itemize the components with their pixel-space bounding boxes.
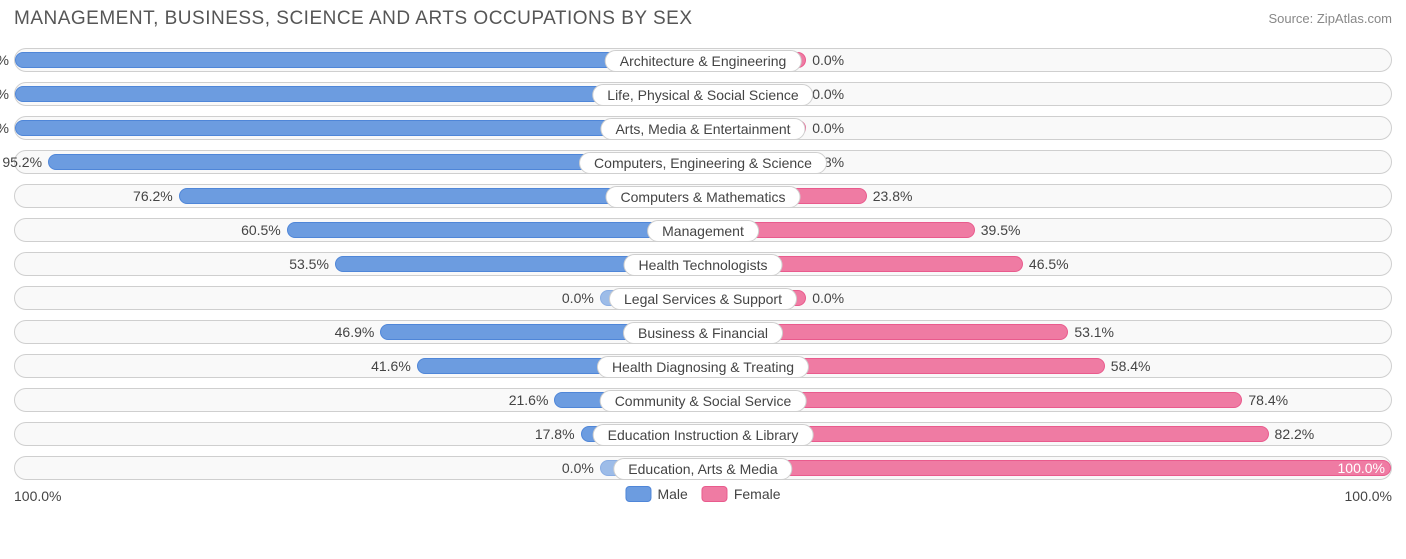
chart-row: 0.0% 0.0% Legal Services & Support [14, 286, 1392, 310]
female-pct-label: 53.1% [1074, 324, 1114, 340]
category-label: Health Technologists [624, 254, 783, 276]
category-label: Architecture & Engineering [605, 50, 802, 72]
female-pct-label: 39.5% [981, 222, 1021, 238]
female-pct-label: 23.8% [873, 188, 913, 204]
chart-footer: 100.0% 100.0% Male Female [14, 486, 1392, 512]
female-pct-label: 58.4% [1111, 358, 1151, 374]
chart-row: 0.0% 100.0% Education, Arts & Media [14, 456, 1392, 480]
male-pct-label: 76.2% [133, 188, 173, 204]
male-pct-label: 100.0% [0, 120, 9, 136]
chart-row: 41.6% 58.4% Health Diagnosing & Treating [14, 354, 1392, 378]
male-bar [15, 52, 703, 68]
category-label: Education Instruction & Library [593, 424, 814, 446]
male-pct-label: 21.6% [509, 392, 549, 408]
male-pct-label: 100.0% [0, 86, 9, 102]
female-pct-label: 0.0% [812, 86, 844, 102]
chart-row: 76.2% 23.8% Computers & Mathematics [14, 184, 1392, 208]
category-label: Computers & Mathematics [606, 186, 801, 208]
chart-row: 21.6% 78.4% Community & Social Service [14, 388, 1392, 412]
female-bar [703, 460, 1391, 476]
female-pct-label: 0.0% [812, 120, 844, 136]
female-pct-label: 0.0% [812, 290, 844, 306]
chart-row: 100.0%0.0%Arts, Media & Entertainment [14, 116, 1392, 140]
male-pct-label: 95.2% [2, 154, 42, 170]
category-label: Education, Arts & Media [613, 458, 792, 480]
chart-title: MANAGEMENT, BUSINESS, SCIENCE AND ARTS O… [14, 8, 693, 30]
legend-swatch [625, 486, 651, 502]
axis-right-label: 100.0% [1345, 488, 1392, 504]
female-pct-label: 46.5% [1029, 256, 1069, 272]
male-pct-label: 53.5% [289, 256, 329, 272]
male-pct-label: 41.6% [371, 358, 411, 374]
chart-row: 95.2%4.8%Computers, Engineering & Scienc… [14, 150, 1392, 174]
category-label: Community & Social Service [600, 390, 807, 412]
legend: Male Female [625, 486, 780, 502]
female-pct-label: 100.0% [1338, 460, 1385, 476]
chart-source: Source: ZipAtlas.com [1268, 11, 1392, 26]
male-bar [287, 222, 703, 238]
category-label: Life, Physical & Social Science [592, 84, 813, 106]
chart-header: MANAGEMENT, BUSINESS, SCIENCE AND ARTS O… [14, 8, 1392, 30]
category-label: Legal Services & Support [609, 288, 797, 310]
axis-left-label: 100.0% [14, 488, 61, 504]
female-pct-label: 82.2% [1275, 426, 1315, 442]
legend-swatch [702, 486, 728, 502]
male-pct-label: 17.8% [535, 426, 575, 442]
male-pct-label: 60.5% [241, 222, 281, 238]
chart-row: 46.9% 53.1% Business & Financial [14, 320, 1392, 344]
male-pct-label: 0.0% [562, 290, 594, 306]
male-pct-label: 0.0% [562, 460, 594, 476]
female-pct-label: 78.4% [1248, 392, 1288, 408]
category-label: Computers, Engineering & Science [579, 152, 827, 174]
legend-item: Male [625, 486, 687, 502]
chart-rows: 100.0% 0.0% Architecture & Engineering 100.… [14, 48, 1392, 480]
category-label: Health Diagnosing & Treating [597, 356, 809, 378]
legend-label: Female [734, 486, 781, 502]
chart-row: 100.0%0.0%Architecture & Engineering [14, 48, 1392, 72]
female-pct-label: 0.0% [812, 52, 844, 68]
category-label: Arts, Media & Entertainment [600, 118, 805, 140]
chart-row: 17.8% 82.2% Education Instruction & Librar… [14, 422, 1392, 446]
category-label: Business & Financial [623, 322, 783, 344]
category-label: Management [647, 220, 759, 242]
legend-label: Male [657, 486, 687, 502]
chart-row: 53.5% 46.5% Health Technologists [14, 252, 1392, 276]
chart-row: 60.5% 39.5% Management [14, 218, 1392, 242]
male-pct-label: 100.0% [0, 52, 9, 68]
legend-item: Female [702, 486, 781, 502]
chart-row: 100.0%0.0%Life, Physical & Social Scienc… [14, 82, 1392, 106]
occupations-by-sex-chart: MANAGEMENT, BUSINESS, SCIENCE AND ARTS O… [0, 0, 1406, 559]
male-pct-label: 46.9% [335, 324, 375, 340]
